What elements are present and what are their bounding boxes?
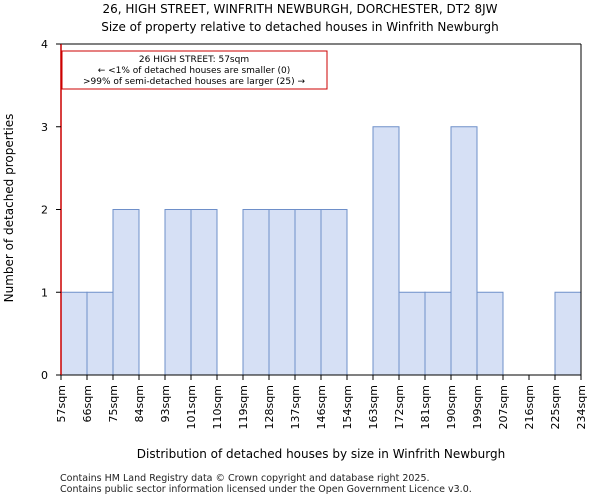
x-tick-label: 128sqm: [263, 385, 276, 429]
footer-line-2: Contains public sector information licen…: [60, 484, 472, 495]
x-tick-label: 119sqm: [237, 385, 250, 429]
bar-190sqm: [450, 126, 478, 376]
bar-75sqm: [112, 209, 140, 376]
x-tick-label: 172sqm: [393, 385, 406, 429]
x-tick-labels: 57sqm 66sqm 75sqm 84sqm 93sqm 101sqm 110sqm 119…: [55, 375, 588, 429]
annotation-line-2: ← <1% of detached houses are smaller (0): [98, 66, 291, 76]
bar-101sqm: [190, 209, 218, 376]
x-tick-label: 207sqm: [497, 385, 510, 429]
bar-137sqm: [294, 209, 322, 376]
bar-119sqm: [242, 209, 270, 376]
annotation-line-1: 26 HIGH STREET: 57sqm: [139, 55, 249, 65]
x-tick-label: 84sqm: [133, 385, 146, 422]
x-tick-label: 93sqm: [159, 385, 172, 422]
y-tick-labels: 0 1 2 3 4: [41, 38, 61, 382]
annotation-border: [61, 50, 328, 90]
x-tick-label: 216sqm: [523, 385, 536, 429]
x-tick-label: 154sqm: [341, 385, 354, 429]
x-tick-label: 163sqm: [367, 385, 380, 429]
x-tick-label: 190sqm: [445, 385, 458, 429]
x-tick-label: 110sqm: [211, 385, 224, 429]
y-tick-label: 3: [41, 121, 48, 134]
chart-title: 26, HIGH STREET, WINFRITH NEWBURGH, DORC…: [102, 2, 498, 16]
bar-57sqm: [60, 291, 88, 376]
bar-128sqm: [268, 209, 296, 376]
annotation-line-3: >99% of semi-detached houses are larger …: [83, 77, 306, 87]
x-tick-label: 101sqm: [185, 385, 198, 429]
y-tick-label: 1: [41, 286, 48, 299]
y-axis-label: Number of detached properties: [2, 114, 16, 303]
x-tick-label: 66sqm: [81, 385, 94, 422]
x-tick-label: 57sqm: [55, 385, 68, 422]
bar-172sqm: [398, 291, 426, 376]
x-tick-label: 234sqm: [575, 385, 588, 429]
chart-subtitle: Size of property relative to detached ho…: [101, 20, 499, 34]
y-tick-label: 4: [41, 38, 48, 51]
bar-146sqm: [320, 209, 348, 376]
annotation-box: 26 HIGH STREET: 57sqm← <1% of detached h…: [61, 50, 328, 90]
x-tick-label: 137sqm: [289, 385, 302, 429]
bar-199sqm: [476, 291, 504, 376]
x-tick-label: 199sqm: [471, 385, 484, 429]
bar-181sqm: [424, 291, 452, 376]
x-axis-label: Distribution of detached houses by size …: [137, 447, 505, 461]
bar-66sqm: [86, 291, 114, 376]
y-tick-label: 2: [41, 204, 48, 217]
footer-line-1: Contains HM Land Registry data © Crown c…: [60, 473, 430, 484]
x-tick-label: 146sqm: [315, 385, 328, 429]
bar-93sqm: [164, 209, 192, 376]
y-tick-label: 0: [41, 369, 48, 382]
bar-225sqm: [554, 291, 582, 376]
bars-group: [60, 126, 582, 376]
x-tick-label: 181sqm: [419, 385, 432, 429]
x-tick-label: 225sqm: [549, 385, 562, 429]
x-tick-label: 75sqm: [107, 385, 120, 422]
bar-163sqm: [372, 126, 400, 376]
